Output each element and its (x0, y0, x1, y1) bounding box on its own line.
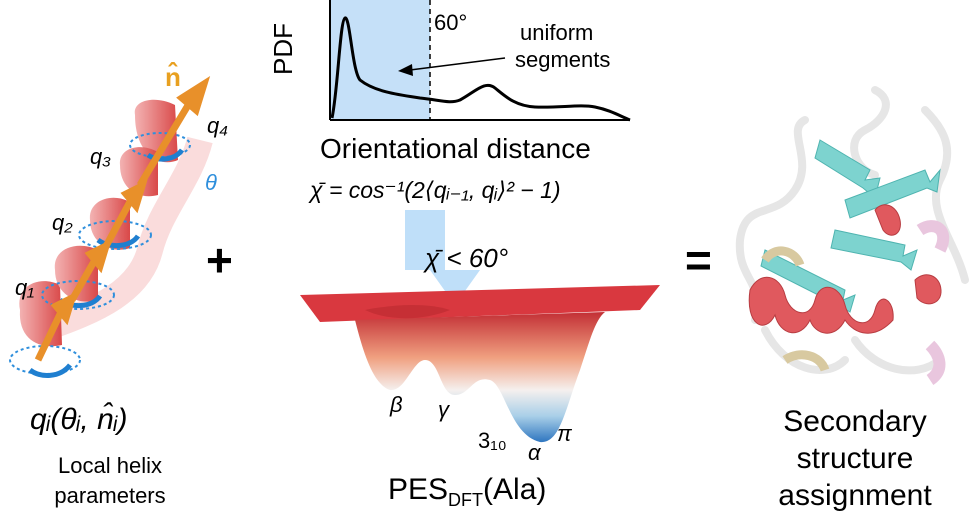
pes-caption-main: PES (388, 473, 449, 506)
pdf-plot (329, 0, 631, 122)
pes-caption-sub: DFT (448, 490, 484, 510)
helix-illustration (9, 75, 213, 378)
gamma-label: γ (438, 397, 449, 422)
alpha-label: α (528, 440, 541, 465)
ssa-caption-line1: Secondary (783, 405, 927, 438)
pes-caption: PESDFT(Ala) (388, 473, 546, 511)
condition-label: χ̄ < 60° (425, 243, 509, 273)
alpha-helices (748, 204, 942, 334)
energy-wells (355, 312, 605, 443)
pdf-curve (330, 16, 631, 122)
pdf-ylabel: PDF (268, 23, 298, 75)
theta-label: θ (205, 170, 217, 195)
q4-label: q₄ (207, 113, 229, 138)
equals-sign: = (685, 234, 712, 286)
turn-segment-lower (782, 350, 830, 372)
pes-caption-tail: (Ala) (483, 473, 547, 506)
pes-surface (300, 210, 660, 443)
ssa-caption-line3: assignment (778, 479, 932, 512)
ssa-caption-line2: structure (796, 442, 914, 475)
annotation-line2: segments (515, 47, 611, 72)
beta-label: β (390, 392, 403, 417)
helix-ribbon-shadow (35, 136, 213, 343)
pink-segment-lower (925, 340, 946, 385)
well-rim-left (365, 305, 450, 319)
pink-segment (916, 220, 950, 253)
distance-formula: χ̄ = cos⁻¹(2⟨qᵢ₋₁, qᵢ⟩² − 1) (310, 177, 561, 203)
annotation-arrowhead (398, 64, 413, 76)
annotation-arrow (409, 57, 506, 71)
n-hat-label: n̂ (165, 62, 181, 92)
pdf-xlabel: Orientational distance (320, 133, 591, 164)
protein-structure (735, 86, 969, 385)
local-helix-caption-line1: Local helix (58, 453, 162, 478)
threshold-label: 60° (434, 10, 468, 35)
axis-arrows (34, 75, 211, 362)
local-parameter-formula: qᵢ(θᵢ, n̂ᵢ) (30, 403, 128, 436)
local-helix-caption-line2: parameters (54, 483, 166, 508)
beta-sheets (760, 139, 941, 313)
q1-label: q₁ (15, 275, 35, 300)
selection-arrow (405, 210, 480, 305)
turn-segment (761, 246, 805, 267)
coil-segments (735, 86, 969, 375)
plus-sign: + (206, 234, 233, 286)
annotation-line1: uniform (520, 20, 594, 45)
q2-label: q₂ (52, 210, 73, 235)
q3-label: q₃ (90, 144, 111, 169)
pi-label: π (557, 421, 572, 446)
three-ten-label: 3₁₀ (478, 428, 507, 453)
